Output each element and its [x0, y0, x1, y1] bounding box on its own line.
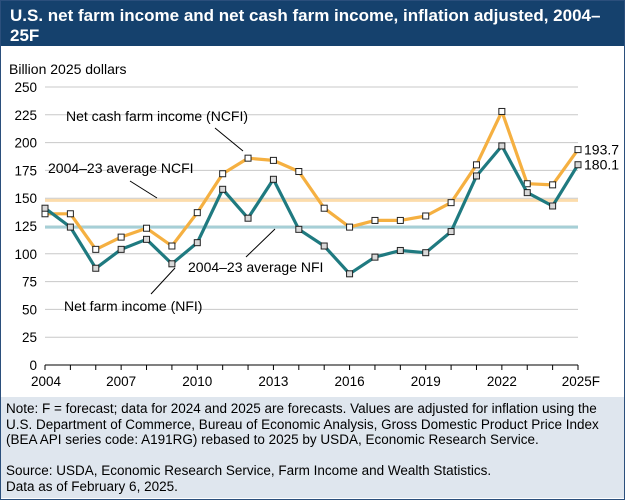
x-tick-label: 2010	[182, 374, 212, 389]
data-point-ncfi	[523, 180, 531, 188]
y-tick-label: 225	[14, 108, 37, 123]
data-point-ncfi	[549, 181, 557, 189]
data-point-nfi	[92, 264, 100, 272]
annotation-ncfi-average: 2004–23 average NCFI	[48, 160, 194, 176]
y-tick-label: 175	[14, 163, 37, 178]
data-point-nfi	[66, 223, 74, 231]
data-point-nfi	[523, 189, 531, 197]
data-point-ncfi	[320, 204, 328, 212]
end-value-label-ncfi: 193.7	[584, 142, 619, 158]
annotation-nfi-leader	[150, 267, 176, 295]
data-point-ncfi	[447, 199, 455, 207]
annotation-nfi-average: 2004–23 average NFI	[188, 259, 323, 275]
notes-panel: Note: F = forecast; data for 2024 and 20…	[1, 397, 624, 498]
data-point-ncfi	[472, 161, 480, 169]
annotation-ncfi-average-leader	[129, 180, 158, 199]
y-tick-label: 200	[14, 136, 37, 151]
series-line-ncfi	[45, 109, 580, 251]
x-tick-label: 2016	[335, 374, 365, 389]
data-point-nfi	[447, 228, 455, 236]
data-point-nfi	[219, 185, 227, 193]
x-tick-label: 2025F	[562, 374, 600, 389]
data-point-nfi	[574, 161, 582, 169]
y-tick-label: 25	[22, 330, 37, 345]
y-tick-label: 0	[29, 358, 37, 373]
annotation-nfi-average-leader	[245, 228, 276, 258]
data-point-ncfi	[422, 212, 430, 220]
x-tick-label: 2004	[31, 374, 62, 389]
y-tick-label: 50	[22, 302, 37, 317]
x-tick-label: 2019	[411, 374, 441, 389]
line-chart: 0 25 50 75 100 125 150 175 200 225 250 2004 2007 2010…	[14, 80, 619, 389]
data-point-nfi	[472, 172, 480, 180]
data-point-nfi	[193, 239, 201, 247]
data-point-ncfi	[574, 146, 582, 154]
annotation-nfi: Net farm income (NFI)	[64, 298, 202, 314]
data-point-ncfi	[244, 154, 252, 162]
data-point-nfi	[422, 249, 430, 257]
data-point-ncfi	[269, 156, 277, 164]
data-point-ncfi	[168, 242, 176, 250]
y-tick-label: 100	[14, 247, 37, 262]
data-point-nfi	[371, 253, 379, 261]
data-point-ncfi	[498, 107, 506, 115]
data-point-ncfi	[346, 223, 354, 231]
y-tick-label: 125	[14, 219, 37, 234]
y-axis-unit-label: Billion 2025 dollars	[9, 61, 127, 77]
chart-header: U.S. net farm income and net cash farm i…	[1, 1, 624, 46]
end-value-label-nfi: 180.1	[584, 157, 619, 173]
data-point-ncfi	[92, 245, 100, 253]
data-point-nfi	[320, 242, 328, 250]
data-point-nfi	[168, 260, 176, 268]
source-text: Source: USDA, Economic Research Service,…	[6, 463, 492, 478]
data-point-ncfi	[117, 233, 125, 241]
data-point-nfi	[41, 204, 49, 212]
series-line-nfi	[44, 144, 580, 276]
note-text: Note: F = forecast; data for 2024 and 20…	[6, 401, 599, 447]
chart-title: U.S. net farm income and net cash farm i…	[10, 6, 601, 45]
data-point-nfi	[549, 202, 557, 210]
data-point-nfi	[143, 235, 151, 243]
data-point-ncfi	[396, 216, 404, 224]
y-tick-label: 150	[14, 191, 37, 206]
data-point-ncfi	[219, 170, 227, 178]
data-point-nfi	[295, 225, 303, 233]
data-point-nfi	[396, 246, 404, 254]
data-point-nfi	[244, 214, 252, 222]
data-point-ncfi	[193, 209, 201, 217]
data-as-of-text: Data as of February 6, 2025.	[6, 479, 178, 494]
y-tick-label: 250	[14, 80, 37, 95]
data-point-ncfi	[66, 210, 74, 218]
data-point-nfi	[117, 245, 125, 253]
data-point-nfi	[346, 270, 354, 278]
y-tick-label: 75	[22, 275, 37, 290]
data-point-nfi	[498, 142, 506, 150]
data-point-ncfi	[295, 168, 303, 176]
x-tick-label: 2022	[487, 374, 517, 389]
annotation-ncfi: Net cash farm income (NCFI)	[66, 108, 248, 124]
data-point-ncfi	[143, 224, 151, 232]
data-point-nfi	[269, 175, 277, 183]
x-tick-label: 2007	[106, 374, 136, 389]
annotation-ncfi-leader	[214, 127, 244, 152]
x-tick-label: 2013	[258, 374, 288, 389]
data-point-ncfi	[371, 216, 379, 224]
